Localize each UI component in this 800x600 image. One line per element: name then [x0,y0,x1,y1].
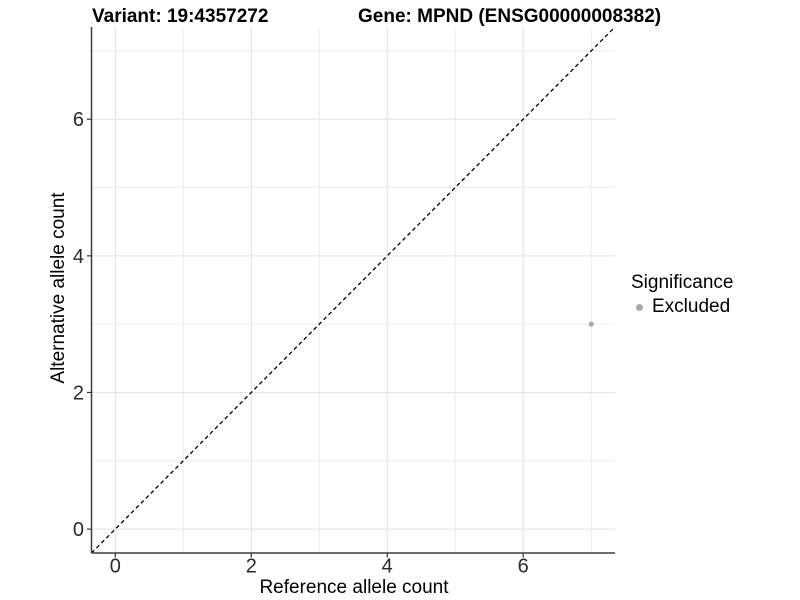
plot-title-variant: Variant: 19:4357272 [92,6,269,27]
x-axis-title: Reference allele count [259,577,449,598]
x-tick-label: 6 [518,556,529,578]
plot-title-gene: Gene: MPND (ENSG00000008382) [358,6,662,27]
point-icon [636,303,643,311]
y-tick-label: 2 [73,382,84,404]
x-tick-label: 2 [246,556,257,578]
x-tick-label: 0 [110,556,121,578]
x-tick-label: 4 [382,556,393,578]
y-tick-label: 0 [73,519,84,541]
y-axis-title: Alternative allele count [48,192,69,384]
y-tick-label: 6 [73,109,84,131]
legend-item-label: Excluded [652,296,731,317]
y-tick-label: 4 [73,246,84,268]
legend-item-excluded: Excluded [631,296,733,318]
data-point [588,321,594,327]
legend-title: Significance [631,272,734,293]
identity-reference-line [91,26,616,554]
legend: Significance Excluded [631,272,733,318]
